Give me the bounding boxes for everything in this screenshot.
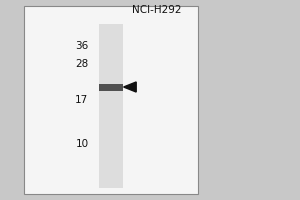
FancyBboxPatch shape xyxy=(99,84,123,90)
FancyBboxPatch shape xyxy=(99,24,123,188)
Text: 36: 36 xyxy=(75,41,88,51)
FancyBboxPatch shape xyxy=(24,6,198,194)
Polygon shape xyxy=(124,82,136,92)
Text: 10: 10 xyxy=(75,139,88,149)
Text: 28: 28 xyxy=(75,59,88,69)
Text: 17: 17 xyxy=(75,95,88,105)
Text: NCI-H292: NCI-H292 xyxy=(132,5,182,15)
